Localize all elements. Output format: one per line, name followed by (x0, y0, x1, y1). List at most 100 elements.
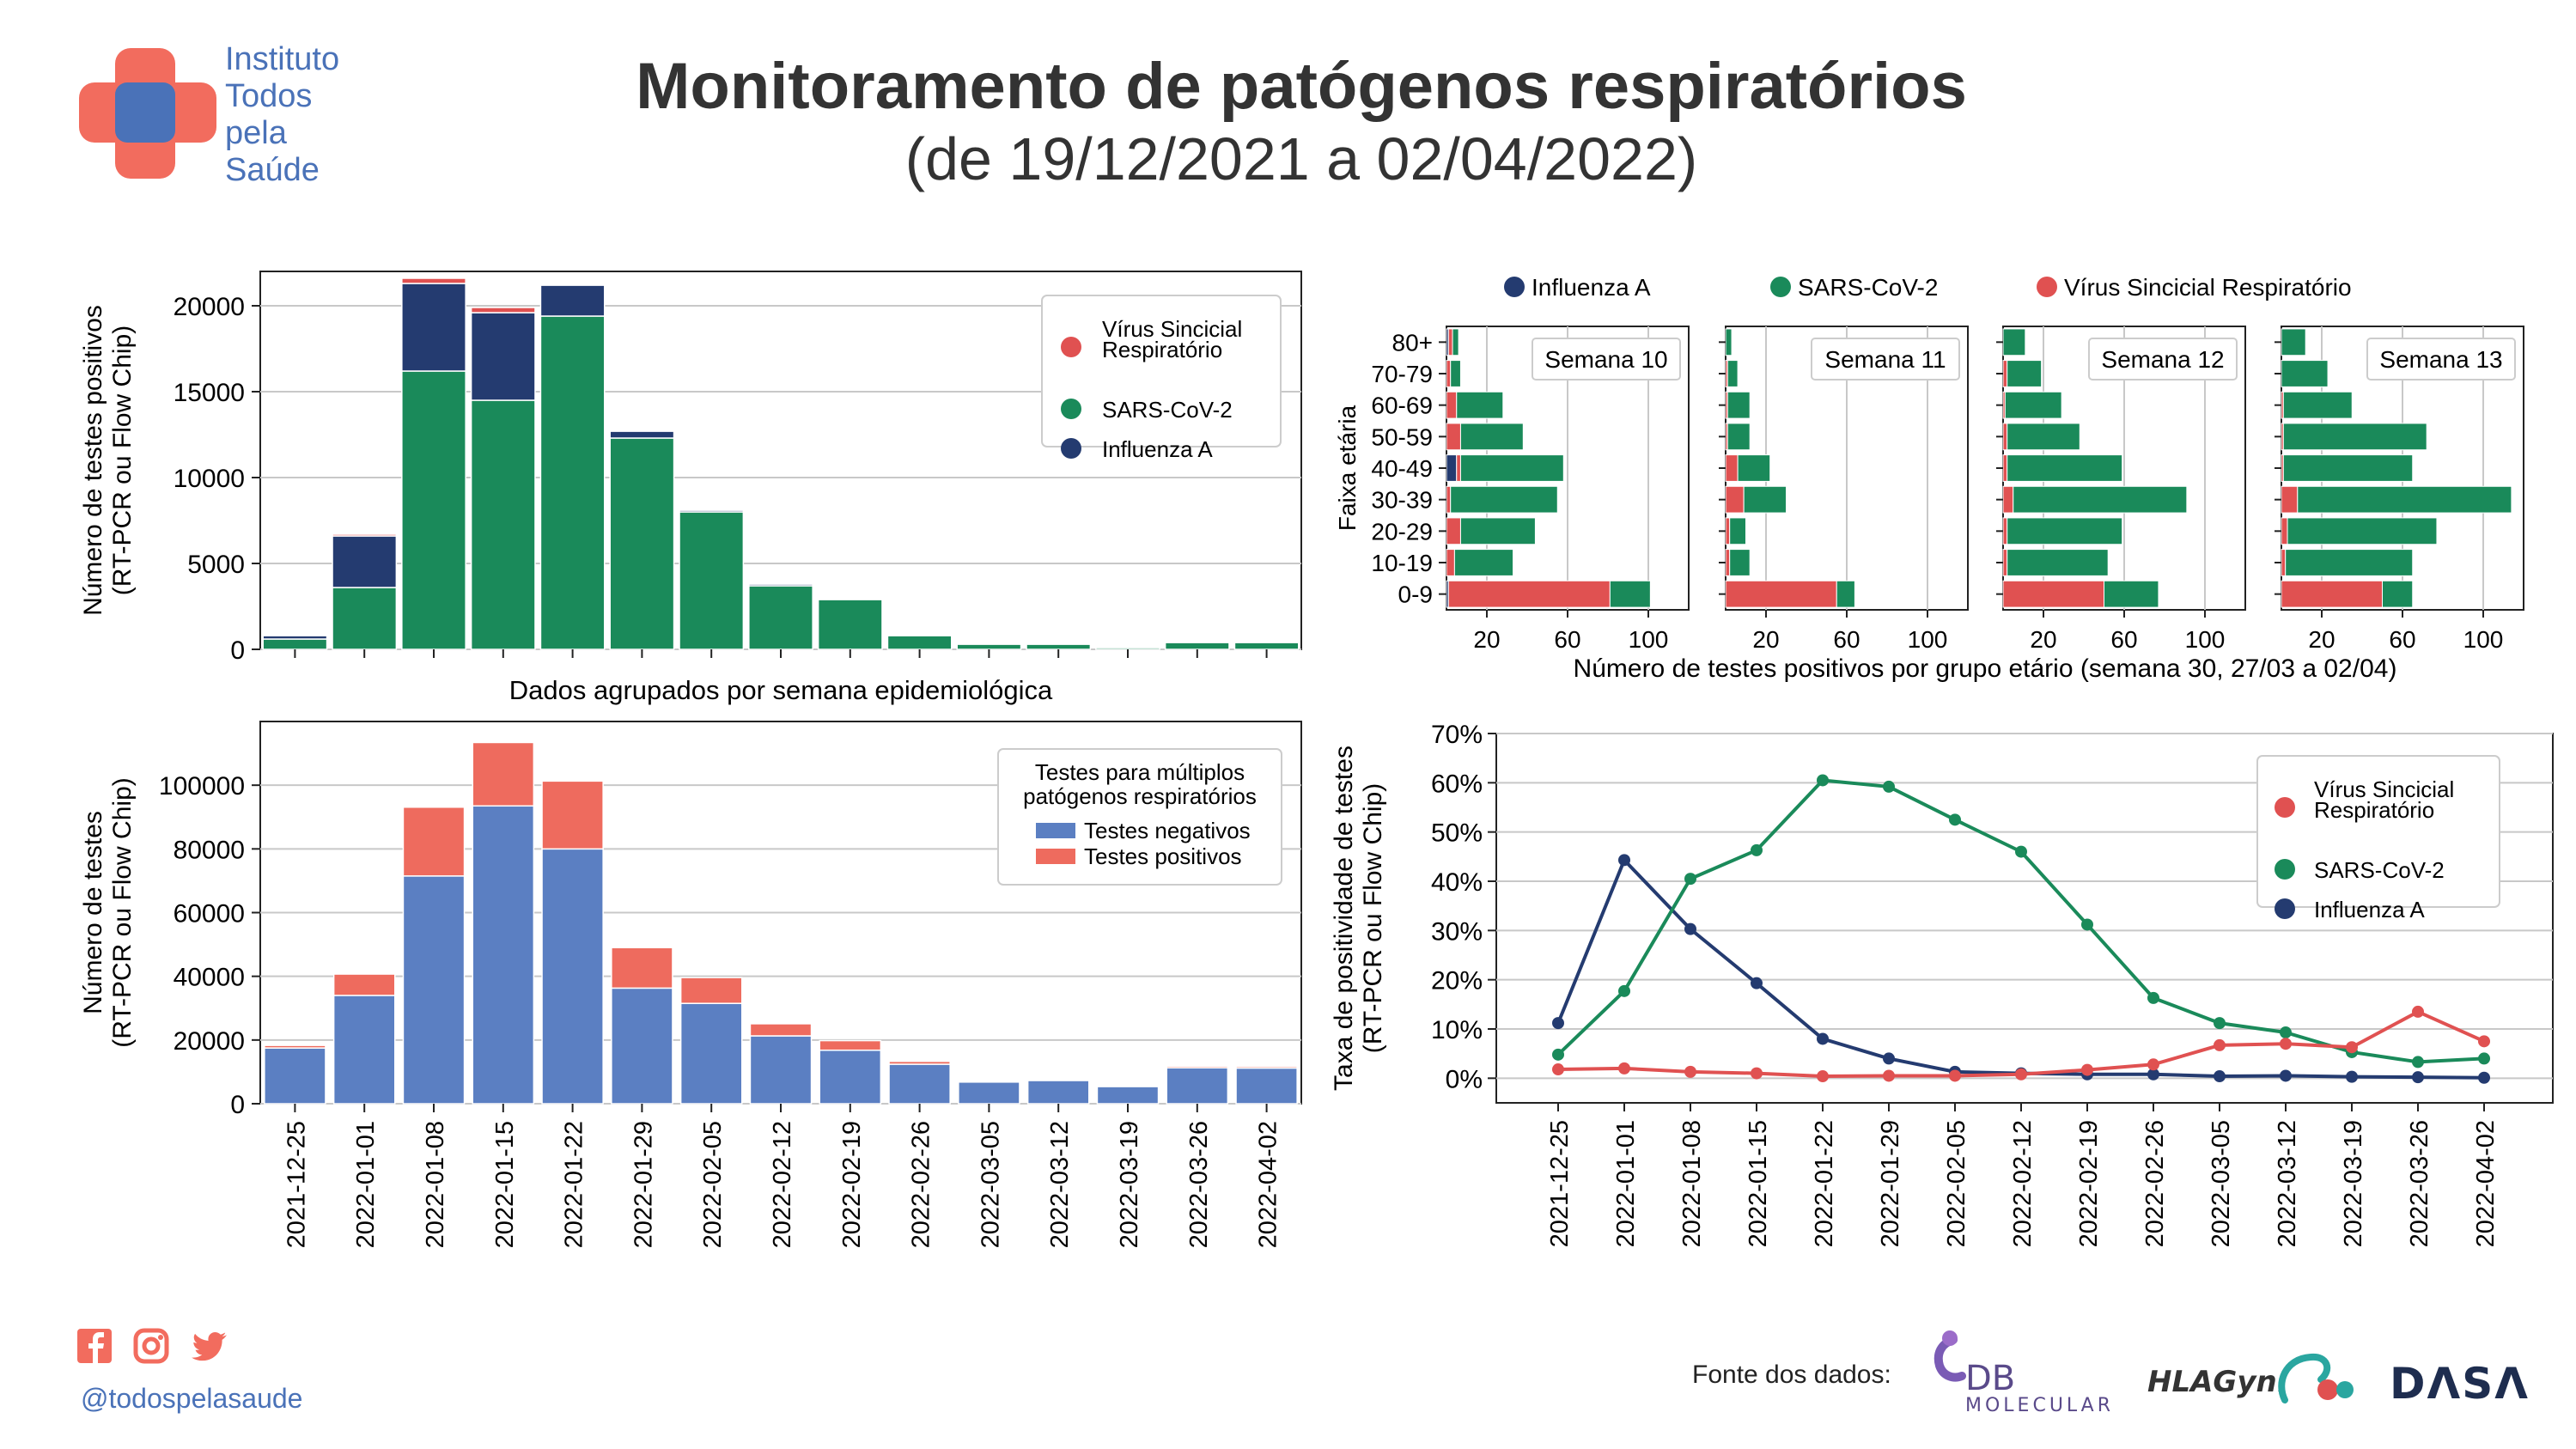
bar-testes-negativos (332, 995, 396, 1105)
y-tick-label: 10% (1431, 1016, 1483, 1044)
bar-sars-cov-2 (1233, 642, 1300, 650)
panel-label: Semana 13 (2379, 346, 2502, 373)
db-logo-text: DB (1965, 1359, 2015, 1398)
bar-sars (2297, 485, 2512, 514)
bar-sars (1726, 360, 1739, 387)
data-point (2478, 1071, 2490, 1084)
bar-sars (1725, 328, 1733, 356)
data-point (1618, 984, 1630, 997)
bar-sars (1450, 360, 1461, 387)
bar-testes-negativos (1235, 1067, 1298, 1105)
bar-vsr (2002, 454, 2008, 482)
bar-testes-positivos (819, 1039, 882, 1051)
bar-sars (1729, 549, 1751, 576)
bar-testes-positivos (1096, 1085, 1160, 1087)
data-point (1817, 774, 1829, 787)
data-point (2081, 1063, 2093, 1076)
bar-sars (2382, 580, 2414, 608)
panel-label-box (1811, 338, 1960, 381)
y-tick-label: 40000 (174, 964, 245, 992)
y-tick-label: 100000 (159, 772, 245, 801)
legend-label: Influenza A (1102, 436, 1213, 462)
bar-vsr (2002, 580, 2104, 608)
legend-marker (2037, 277, 2057, 297)
panel-label-box (2088, 338, 2238, 381)
x-axis-label: Dados agrupados por semana epidemiológic… (509, 675, 1053, 705)
legend-label: Testes positivos (1084, 843, 1242, 869)
x-tick-label: 100 (2463, 626, 2504, 653)
legend-marker (1036, 823, 1075, 838)
x-tick-label: 20 (1752, 626, 1779, 653)
data-point (1817, 1032, 1829, 1045)
bar-testes-positivos (611, 947, 673, 989)
dasa-logo-icon: DΛSΛ (2390, 1359, 2530, 1409)
bar-sars (1450, 485, 1558, 514)
bar-sars (2007, 549, 2109, 576)
bar-sars (1453, 549, 1514, 576)
data-point (2214, 1038, 2226, 1051)
bar-sars (2007, 360, 2043, 387)
data-point (1949, 813, 1961, 826)
positives-by-week-chart: 0 5000 10000 15000 20000 Dados agrupados por … (79, 271, 1302, 705)
facebook-icon[interactable] (77, 1329, 112, 1363)
bar-vsr (1725, 454, 1739, 482)
bar-sars-cov-2 (1164, 642, 1230, 650)
bar-sars (2281, 328, 2306, 356)
bar-testes-negativos (749, 1035, 813, 1105)
data-point (1817, 1070, 1829, 1083)
db-logo-subtext: MOLECULAR (1965, 1395, 2114, 1416)
legend-marker (1061, 337, 1081, 357)
social-handle[interactable]: @todospelasaude (81, 1383, 303, 1414)
y-tick-label: 0 (230, 636, 245, 665)
dasa-logo-text: DΛSΛ (2390, 1359, 2530, 1409)
bar-sars-cov-2 (886, 635, 953, 650)
bar-vsr (2002, 549, 2008, 576)
bar-testes-negativos (264, 1047, 326, 1105)
y-tick-label: 20-29 (1371, 518, 1433, 545)
x-tick-label: 20 (2308, 626, 2335, 653)
x-tick-label: 2022-01-29 (1877, 1120, 1904, 1247)
bar-testes-positivos (402, 807, 466, 877)
x-tick-label: 60 (1554, 626, 1580, 653)
data-point (2346, 1041, 2358, 1054)
data-point (1552, 1048, 1564, 1061)
legend-marker (1504, 277, 1525, 297)
x-tick-label: 2022-01-08 (422, 1121, 449, 1248)
panel-label: Semana 10 (1544, 346, 1667, 373)
x-tick-label: 2022-02-26 (2141, 1120, 2169, 1247)
bar-sars-cov-2 (470, 399, 536, 650)
bar-testes-positivos (541, 780, 604, 850)
legend (1041, 295, 1282, 447)
x-tick-label: 2022-01-29 (630, 1121, 657, 1248)
bar-testes-negativos (611, 987, 673, 1105)
bar-testes-positivos (888, 1060, 951, 1065)
data-point (2280, 1069, 2292, 1082)
twitter-icon[interactable] (192, 1332, 227, 1361)
bar-sars (2282, 454, 2414, 482)
x-tick-label: 2022-02-05 (699, 1121, 727, 1248)
instagram-icon[interactable] (133, 1328, 169, 1364)
x-tick-label: 2022-03-19 (1116, 1121, 1143, 1248)
x-tick-label: 2022-04-02 (1255, 1121, 1282, 1248)
legend-marker (2275, 797, 2295, 818)
y-tick-label: 80+ (1392, 329, 1434, 356)
bar-testes-negativos (888, 1063, 951, 1105)
x-tick-label: 100 (1908, 626, 1948, 653)
legend-label: Respiratório (1102, 337, 1222, 362)
bar-sars (1459, 454, 1564, 482)
data-point (2081, 918, 2093, 931)
bar-testes-negativos (402, 875, 466, 1105)
x-tick-label: 2022-01-22 (561, 1121, 588, 1248)
data-point (2280, 1026, 2292, 1039)
bar-testes-positivos (332, 973, 396, 996)
bar-testes-positivos (472, 741, 535, 807)
bar-influenza-a (470, 312, 536, 401)
y-tick-label: 20% (1431, 967, 1483, 995)
y-tick-label: 70-79 (1371, 361, 1433, 387)
bar-vsr (1725, 549, 1731, 576)
bar-v-rus-sincicial-respirat-rio (332, 533, 398, 537)
y-tick-label: 20000 (174, 1027, 245, 1056)
y-tick-label: 0% (1446, 1065, 1483, 1093)
bar-vsr (2002, 485, 2014, 514)
bar-vsr (2002, 360, 2008, 387)
